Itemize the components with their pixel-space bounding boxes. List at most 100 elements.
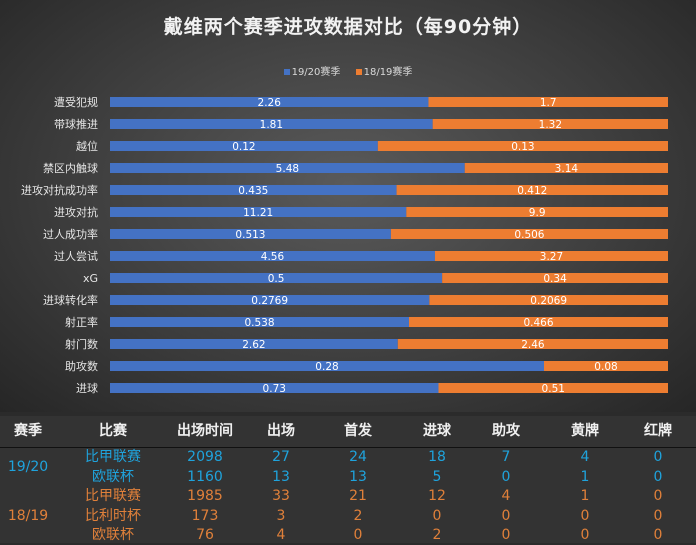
table-cell: 1160	[187, 468, 223, 485]
data-label-1920: 0.73	[263, 383, 286, 395]
data-label-1920: 0.513	[235, 229, 265, 241]
data-label-1920: 1.81	[260, 119, 283, 131]
category-label: 进攻对抗	[54, 205, 98, 219]
column-header: 比赛	[99, 423, 127, 439]
data-label-1819: 0.51	[542, 383, 565, 395]
table-cell: 比利时杯	[85, 507, 141, 524]
column-header: 黄牌	[571, 423, 599, 439]
table-cell: 2	[353, 507, 363, 524]
table-cell: 12	[428, 488, 446, 504]
category-label: 助攻数	[65, 359, 98, 373]
table-cell: 0	[432, 507, 442, 524]
bar-1819	[406, 207, 668, 217]
data-label-1819: 9.9	[529, 207, 546, 219]
category-label: 禁区内触球	[43, 161, 98, 175]
category-label: 越位	[76, 139, 98, 153]
bar-1920	[110, 163, 465, 173]
table-cell: 33	[272, 488, 290, 504]
data-label-1819: 2.46	[521, 339, 545, 351]
table-cell: 21	[349, 488, 367, 504]
data-label-1920: 0.435	[238, 185, 268, 197]
table-cell: 13	[272, 468, 290, 485]
table-cell: 4	[580, 449, 590, 465]
data-label-1819: 0.412	[517, 185, 547, 197]
bar-1920	[110, 185, 397, 195]
legend-swatch-orange	[355, 69, 362, 75]
table-cell: 2	[432, 527, 442, 543]
legend: 19/20赛季 18/19赛季	[0, 63, 696, 78]
table-cell: 7	[501, 449, 511, 465]
legend-item-1920: 19/20赛季	[283, 63, 341, 78]
data-label-1920: 2.26	[258, 97, 282, 109]
bar-1920	[110, 229, 391, 239]
bar-plot: 遭受犯规 2.26 1.7 带球推进 1.81 1.32 越位 0.12 0.13 禁区内触球 5.…	[21, 95, 668, 395]
table-cell: 1	[580, 488, 590, 504]
bar-1920	[110, 251, 435, 261]
column-header: 红牌	[644, 423, 672, 439]
table-cell: 173	[191, 507, 219, 524]
category-label: 射正率	[65, 315, 98, 329]
category-label: 遭受犯规	[54, 95, 98, 109]
season-label: 18/19	[7, 507, 49, 524]
category-label: 射门数	[65, 337, 98, 351]
table-cell: 4	[501, 488, 511, 504]
data-label-1819: 3.27	[540, 251, 563, 263]
bar-1920	[110, 207, 407, 217]
bar-1819	[397, 339, 668, 349]
column-header: 出场	[267, 423, 295, 439]
bar-1920	[110, 317, 410, 327]
data-label-1819: 0.506	[514, 229, 544, 241]
data-label-1920: 4.56	[261, 251, 285, 263]
bar-1819	[432, 119, 668, 129]
bar-1920	[110, 295, 430, 305]
table-cell: 18	[428, 449, 446, 465]
table-cell: 3	[276, 507, 286, 524]
bar-1819	[438, 383, 668, 393]
data-label-1819: 3.14	[555, 163, 579, 175]
data-label-1819: 1.7	[540, 97, 557, 109]
table-cell: 76	[196, 527, 214, 543]
table-cell: 0	[580, 507, 590, 524]
category-label: 进球转化率	[43, 293, 98, 307]
table-cell: 0	[653, 449, 663, 465]
table-cell: 比甲联赛	[85, 449, 141, 465]
table-cell: 24	[349, 449, 367, 465]
category-label: 过人尝试	[54, 250, 98, 263]
bar-1819	[429, 295, 668, 305]
category-label: 进球	[76, 381, 98, 395]
bar-1819	[442, 273, 668, 283]
chart-title: 戴维两个赛季进攻数据对比（每90分钟）	[163, 16, 533, 38]
stats-table: 赛季 比赛 出场时间 出场 首发 进球 助攻 黄牌 红牌 19/20 比甲联赛 2098 27 24 18 7…	[0, 416, 696, 543]
table-cell: 0	[653, 488, 663, 504]
column-header: 首发	[344, 423, 372, 439]
table-cell: 0	[653, 507, 663, 524]
data-label-1920: 2.62	[242, 339, 265, 351]
bar-1819	[396, 185, 668, 195]
bar-1819	[434, 251, 668, 261]
data-label-1819: 0.466	[523, 317, 553, 329]
column-header: 助攻	[492, 423, 520, 439]
table-cell: 0	[653, 468, 663, 485]
bar-1920	[110, 97, 429, 107]
data-label-1819: 0.08	[594, 361, 617, 373]
table-cell: 0	[580, 527, 590, 543]
bar-1920	[110, 119, 433, 129]
table-cell: 0	[501, 507, 511, 524]
bar-1819	[428, 97, 668, 107]
bar-1920	[110, 273, 443, 283]
bar-1920	[110, 339, 398, 349]
data-label-1920: 0.28	[315, 361, 338, 373]
legend-label: 19/20赛季	[291, 67, 341, 78]
legend-swatch-blue	[283, 69, 290, 75]
table-cell: 欧联杯	[92, 468, 134, 485]
table-cell: 0	[501, 527, 511, 543]
bar-1920	[110, 361, 544, 371]
category-label: xG	[83, 272, 98, 285]
table-cell: 13	[349, 468, 367, 485]
data-label-1920: 5.48	[276, 163, 299, 175]
table-cell: 5	[432, 468, 442, 485]
category-label: 进攻对抗成功率	[21, 183, 98, 197]
table-cell: 27	[272, 449, 290, 465]
table-cell: 0	[501, 468, 511, 485]
table-cell: 0	[653, 527, 663, 543]
